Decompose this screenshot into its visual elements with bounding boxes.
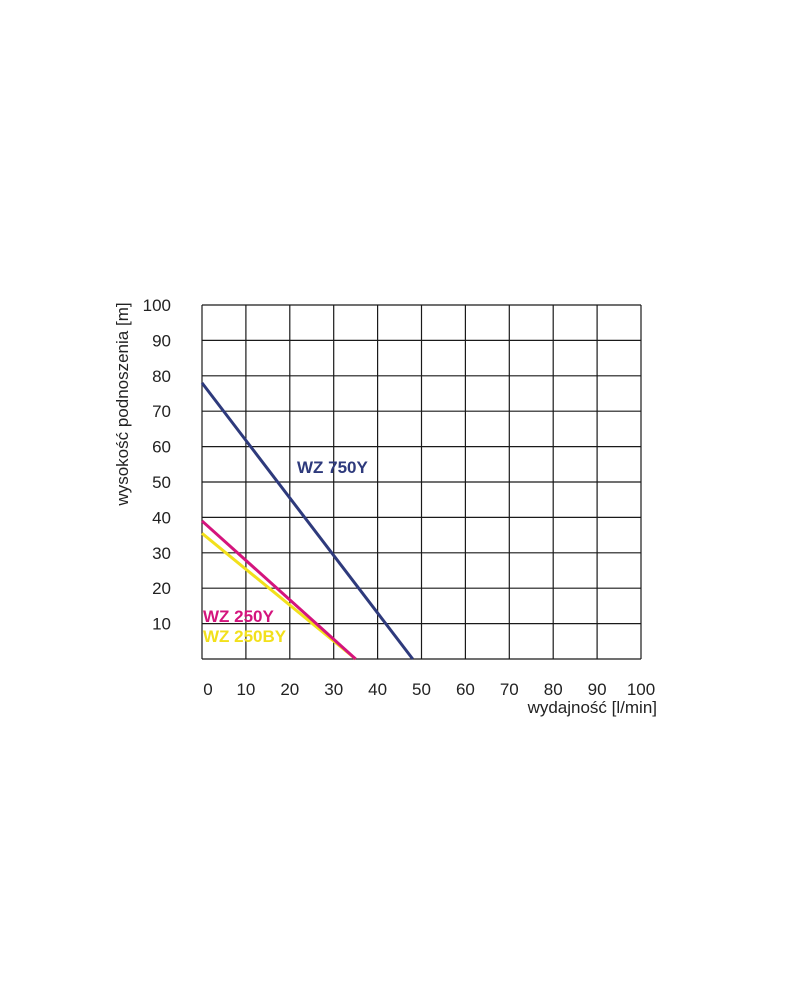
x-tick-label: 20 — [280, 680, 299, 699]
y-tick-label: 60 — [152, 438, 171, 457]
y-axis-title: wysokość podnoszenia [m] — [113, 302, 132, 506]
series-lines — [200, 381, 414, 661]
x-tick-label: 100 — [627, 680, 655, 699]
y-tick-label: 90 — [152, 331, 171, 350]
x-tick-label: 60 — [456, 680, 475, 699]
x-axis-title: wydajność [l/min] — [527, 698, 657, 717]
y-tick-label: 20 — [152, 579, 171, 598]
y-tick-label: 70 — [152, 402, 171, 421]
y-tick-label: 80 — [152, 367, 171, 386]
y-tick-labels: 10 20 30 40 50 60 70 80 90 100 — [143, 296, 171, 634]
series-label-wz-750y: WZ 750Y — [297, 458, 369, 477]
x-tick-labels: 0 10 20 30 40 50 60 70 80 90 100 — [203, 680, 655, 699]
y-tick-label: 100 — [143, 296, 171, 315]
x-tick-label: 0 — [203, 680, 212, 699]
series-label-wz-250y: WZ 250Y — [203, 607, 275, 626]
y-tick-label: 30 — [152, 544, 171, 563]
x-tick-label: 80 — [544, 680, 563, 699]
grid — [201, 304, 642, 660]
y-tick-label: 10 — [152, 615, 171, 634]
series-line — [201, 532, 357, 661]
x-tick-label: 90 — [588, 680, 607, 699]
x-tick-label: 70 — [500, 680, 519, 699]
series-line — [200, 519, 357, 661]
x-tick-label: 10 — [236, 680, 255, 699]
x-tick-label: 30 — [324, 680, 343, 699]
x-tick-label: 50 — [412, 680, 431, 699]
y-tick-label: 50 — [152, 473, 171, 492]
series-line — [200, 381, 414, 660]
series-label-wz-250by: WZ 250BY — [203, 627, 287, 646]
y-tick-label: 40 — [152, 508, 171, 527]
x-tick-label: 40 — [368, 680, 387, 699]
